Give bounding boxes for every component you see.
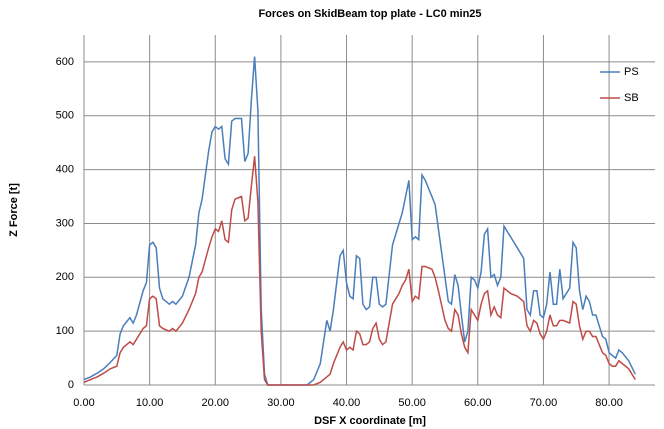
legend-label: SB: [624, 92, 639, 104]
x-tick-label: 50.00: [398, 397, 426, 409]
x-tick-label: 10.00: [136, 397, 164, 409]
x-tick-label: 40.00: [333, 397, 361, 409]
line-series: [83, 156, 636, 386]
y-tick-label: 0: [68, 379, 74, 391]
y-tick-label: 600: [56, 56, 74, 68]
x-tick-label: 30.00: [267, 397, 295, 409]
line-series: [83, 56, 636, 386]
y-axis-label: Z Force [t]: [8, 183, 20, 237]
x-tick-label: 70.00: [530, 397, 558, 409]
x-axis-label: DSF X coordinate [m]: [314, 415, 426, 427]
x-tick-label: 0.00: [73, 397, 94, 409]
y-tick-label: 500: [56, 110, 74, 122]
y-tick-label: 300: [56, 217, 74, 229]
legend-label: PS: [624, 66, 639, 78]
x-tick-label: 80.00: [595, 397, 623, 409]
y-tick-label: 200: [56, 271, 74, 283]
chart-title: Forces on SkidBeam top plate - LC0 min25: [258, 8, 481, 20]
x-tick-label: 20.00: [201, 397, 229, 409]
y-tick-label: 100: [56, 325, 74, 337]
x-tick-label: 60.00: [464, 397, 492, 409]
y-tick-label: 400: [56, 164, 74, 176]
